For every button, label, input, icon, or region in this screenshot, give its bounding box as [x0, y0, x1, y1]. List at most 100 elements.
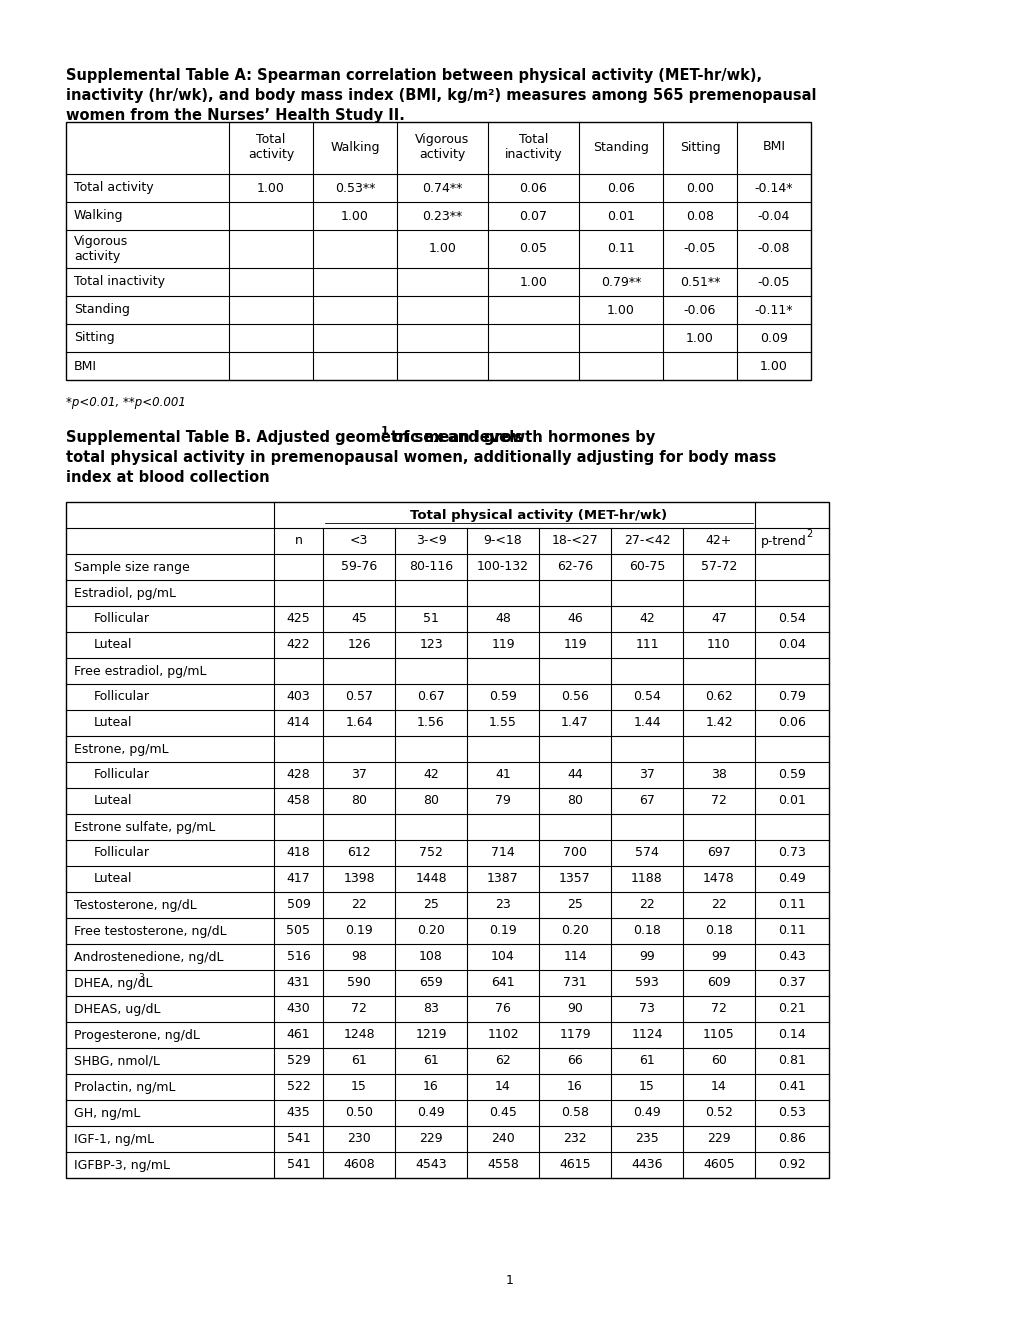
- Text: 458: 458: [286, 795, 310, 808]
- Text: 403: 403: [286, 690, 310, 704]
- Text: 0.21: 0.21: [777, 1002, 805, 1015]
- Text: 25: 25: [423, 899, 438, 912]
- Text: 0.59: 0.59: [488, 690, 517, 704]
- Text: Follicular: Follicular: [94, 690, 150, 704]
- Text: 99: 99: [710, 950, 727, 964]
- Text: 574: 574: [635, 846, 658, 859]
- Text: 1.42: 1.42: [704, 717, 732, 730]
- Text: 119: 119: [491, 639, 515, 652]
- Text: IGF-1, ng/mL: IGF-1, ng/mL: [74, 1133, 154, 1146]
- Text: 417: 417: [286, 873, 310, 886]
- Text: Vigorous
activity: Vigorous activity: [415, 133, 469, 161]
- Text: 0.59: 0.59: [777, 768, 805, 781]
- Text: 0.11: 0.11: [777, 899, 805, 912]
- Text: 609: 609: [706, 977, 731, 990]
- Text: 114: 114: [562, 950, 586, 964]
- Text: Total inactivity: Total inactivity: [74, 276, 165, 289]
- Text: 0.54: 0.54: [633, 690, 660, 704]
- Text: 4605: 4605: [702, 1159, 734, 1172]
- Text: 72: 72: [710, 1002, 727, 1015]
- Text: 0.11: 0.11: [777, 924, 805, 937]
- Text: 425: 425: [286, 612, 310, 626]
- Text: 0.09: 0.09: [759, 331, 787, 345]
- Text: 3: 3: [138, 973, 144, 982]
- Text: 1.64: 1.64: [344, 717, 373, 730]
- Text: 37: 37: [639, 768, 654, 781]
- Text: 1.56: 1.56: [417, 717, 444, 730]
- Text: 108: 108: [419, 950, 442, 964]
- Text: 22: 22: [710, 899, 727, 912]
- Text: 37: 37: [351, 768, 367, 781]
- Text: -0.06: -0.06: [683, 304, 715, 317]
- Text: 3-<9: 3-<9: [415, 535, 446, 548]
- Text: 0.54: 0.54: [777, 612, 805, 626]
- Text: 1102: 1102: [487, 1028, 519, 1041]
- Text: 0.19: 0.19: [344, 924, 373, 937]
- Text: 0.20: 0.20: [417, 924, 444, 937]
- Text: 0.51**: 0.51**: [679, 276, 719, 289]
- Text: 57-72: 57-72: [700, 561, 737, 573]
- Text: Vigorous
activity: Vigorous activity: [74, 235, 128, 263]
- Text: 659: 659: [419, 977, 442, 990]
- Text: 516: 516: [286, 950, 310, 964]
- Text: 61: 61: [351, 1055, 367, 1068]
- Text: 110: 110: [706, 639, 731, 652]
- Text: 731: 731: [562, 977, 586, 990]
- Text: 51: 51: [423, 612, 438, 626]
- Text: 1219: 1219: [415, 1028, 446, 1041]
- Text: of sex and growth hormones by: of sex and growth hormones by: [387, 430, 654, 445]
- Text: 418: 418: [286, 846, 310, 859]
- Text: -0.11*: -0.11*: [754, 304, 793, 317]
- Text: 60-75: 60-75: [628, 561, 664, 573]
- Text: -0.08: -0.08: [757, 243, 790, 256]
- Text: 18-<27: 18-<27: [551, 535, 598, 548]
- Text: 60: 60: [710, 1055, 727, 1068]
- Text: 0.58: 0.58: [560, 1106, 588, 1119]
- Text: 42: 42: [423, 768, 438, 781]
- Text: 0.20: 0.20: [560, 924, 588, 937]
- Text: 14: 14: [494, 1081, 511, 1093]
- Text: 1179: 1179: [558, 1028, 590, 1041]
- Text: 509: 509: [286, 899, 310, 912]
- Text: Luteal: Luteal: [94, 795, 132, 808]
- Text: 0.81: 0.81: [777, 1055, 805, 1068]
- Text: 1248: 1248: [342, 1028, 374, 1041]
- Text: 22: 22: [351, 899, 367, 912]
- Text: 80: 80: [567, 795, 583, 808]
- Text: -0.05: -0.05: [757, 276, 790, 289]
- Text: 1: 1: [380, 426, 388, 436]
- Text: 0.05: 0.05: [519, 243, 547, 256]
- Text: Prolactin, ng/mL: Prolactin, ng/mL: [74, 1081, 175, 1093]
- Text: 422: 422: [286, 639, 310, 652]
- Text: 0.92: 0.92: [777, 1159, 805, 1172]
- Text: 4436: 4436: [631, 1159, 662, 1172]
- Text: 15: 15: [351, 1081, 367, 1093]
- Text: 0.06: 0.06: [606, 181, 634, 194]
- Text: p-trend: p-trend: [760, 535, 806, 548]
- Text: Estradiol, pg/mL: Estradiol, pg/mL: [74, 586, 176, 599]
- Text: 0.08: 0.08: [686, 210, 713, 223]
- Text: 505: 505: [286, 924, 310, 937]
- Text: 41: 41: [494, 768, 511, 781]
- Text: 48: 48: [494, 612, 511, 626]
- Text: 0.62: 0.62: [704, 690, 733, 704]
- Text: SHBG, nmol/L: SHBG, nmol/L: [74, 1055, 160, 1068]
- Text: 59-76: 59-76: [340, 561, 377, 573]
- Text: Sample size range: Sample size range: [74, 561, 190, 573]
- Text: -0.14*: -0.14*: [754, 181, 793, 194]
- Text: women from the Nurses’ Health Study II.: women from the Nurses’ Health Study II.: [66, 108, 405, 123]
- Text: 62: 62: [494, 1055, 511, 1068]
- Text: DHEAS, ug/dL: DHEAS, ug/dL: [74, 1002, 160, 1015]
- Text: 0.52: 0.52: [704, 1106, 733, 1119]
- Text: 230: 230: [346, 1133, 371, 1146]
- Text: 4608: 4608: [342, 1159, 375, 1172]
- Text: 99: 99: [639, 950, 654, 964]
- Text: 62-76: 62-76: [556, 561, 592, 573]
- Text: 1478: 1478: [702, 873, 734, 886]
- Text: Luteal: Luteal: [94, 639, 132, 652]
- Text: 590: 590: [346, 977, 371, 990]
- Text: 1448: 1448: [415, 873, 446, 886]
- Text: 98: 98: [351, 950, 367, 964]
- Text: Sitting: Sitting: [74, 331, 114, 345]
- Text: 4543: 4543: [415, 1159, 446, 1172]
